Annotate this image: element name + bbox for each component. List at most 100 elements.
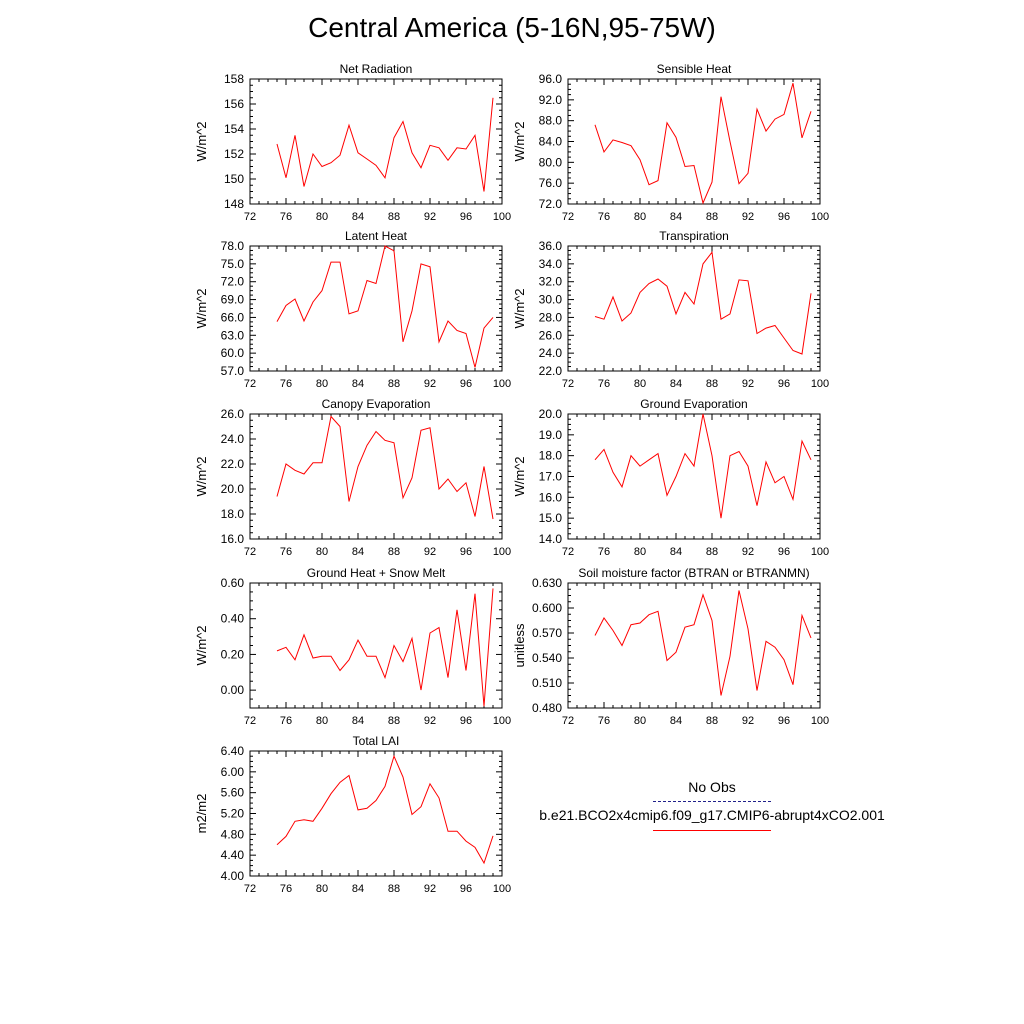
x-tick-label: 92 [424,211,436,223]
x-tick-label: 72 [244,211,256,223]
x-tick-label: 84 [352,378,364,390]
y-tick-label: 0.570 [532,626,562,640]
y-tick-label: 15.0 [539,511,563,525]
x-tick-label: 96 [778,378,790,390]
x-tick-label: 88 [388,378,400,390]
y-tick-label: 24.0 [539,346,563,360]
y-tick-label: 4.80 [221,827,245,841]
series-line-canopy-evaporation [276,415,494,520]
y-tick-label: 60.0 [221,346,245,360]
x-tick-label: 88 [388,715,400,727]
x-tick-label: 72 [562,715,574,727]
x-tick-label: 92 [424,546,436,558]
y-tick-label: 24.0 [221,432,245,446]
x-tick-label: 76 [280,546,292,558]
x-tick-label: 92 [742,211,754,223]
y-tick-label: 18.0 [221,507,245,521]
x-tick-label: 96 [778,211,790,223]
x-tick-label: 72 [244,883,256,895]
plot-frame [249,78,503,205]
y-tick-label: 76.0 [539,176,563,190]
x-tick-label: 76 [280,378,292,390]
series-line-soil-moisture-factor-btran-or-btranmn [594,590,812,696]
x-tick-label: 80 [316,546,328,558]
panel-title: Sensible Heat [657,62,732,76]
y-tick-label: 88.0 [539,114,563,128]
y-tick-label: 34.0 [539,257,563,271]
x-tick-label: 76 [598,546,610,558]
y-tick-label: 6.00 [221,765,245,779]
y-tick-label: 148 [224,197,244,211]
x-tick-label: 72 [562,211,574,223]
x-tick-label: 88 [706,378,718,390]
x-tick-label: 72 [562,378,574,390]
panel-title: Total LAI [353,734,400,748]
y-axis-label: W/m^2 [194,625,209,665]
x-tick-label: 100 [811,715,829,727]
y-tick-label: 32.0 [539,275,563,289]
x-tick-label: 92 [742,378,754,390]
panel-transpiration: Transpiration W/m^2 72 76 80 84 88 92 96 100 22.0 2… [512,229,829,390]
x-tick-label: 80 [634,211,646,223]
y-tick-label: 0.00 [221,683,245,697]
panel-title: Ground Evaporation [640,397,747,411]
y-axis-label: W/m^2 [194,121,209,161]
y-tick-label: 6.40 [221,744,245,758]
y-tick-label: 0.600 [532,601,562,615]
x-tick-label: 100 [811,378,829,390]
y-tick-label: 20.0 [221,482,245,496]
x-tick-label: 100 [493,546,511,558]
x-tick-label: 88 [706,211,718,223]
y-tick-label: 57.0 [221,364,245,378]
y-axis-label: W/m^2 [194,288,209,328]
y-tick-label: 26.0 [221,407,245,421]
y-tick-label: 36.0 [539,239,563,253]
x-tick-label: 96 [460,211,472,223]
x-tick-label: 88 [388,883,400,895]
y-tick-label: 5.20 [221,807,245,821]
x-tick-label: 96 [460,378,472,390]
y-tick-label: 28.0 [539,310,563,324]
y-tick-label: 0.510 [532,676,562,690]
x-tick-label: 72 [244,378,256,390]
x-tick-label: 80 [634,715,646,727]
x-tick-label: 76 [280,715,292,727]
x-tick-label: 76 [280,883,292,895]
y-tick-label: 0.540 [532,651,562,665]
x-tick-label: 80 [634,546,646,558]
y-tick-label: 14.0 [539,532,563,546]
y-tick-label: 22.0 [221,457,245,471]
x-tick-label: 84 [352,883,364,895]
panel-latent-heat: Latent Heat W/m^2 72 76 80 84 88 92 96 100 57.0 60.… [194,229,511,390]
series-line-ground-heat-snow-melt [276,588,494,707]
y-tick-label: 4.40 [221,848,245,862]
panel-title: Latent Heat [345,229,408,243]
x-tick-label: 80 [316,211,328,223]
y-tick-label: 0.480 [532,701,562,715]
x-tick-label: 92 [742,715,754,727]
legend-line-obs [653,801,771,802]
y-tick-label: 152 [224,147,244,161]
y-tick-label: 154 [224,122,244,136]
y-axis-label: W/m^2 [512,288,527,328]
y-tick-label: 158 [224,72,244,86]
x-tick-label: 76 [280,211,292,223]
x-tick-label: 100 [493,883,511,895]
x-tick-label: 100 [493,378,511,390]
legend-label-obs: No Obs [688,779,736,795]
x-tick-label: 96 [778,715,790,727]
y-tick-label: 20.0 [539,407,563,421]
x-tick-label: 88 [706,715,718,727]
y-tick-label: 78.0 [221,239,245,253]
plot-frame [249,750,503,877]
y-tick-label: 92.0 [539,93,563,107]
plot-frame [567,245,821,372]
y-tick-label: 75.0 [221,257,245,271]
x-tick-label: 100 [811,546,829,558]
y-tick-label: 0.630 [532,576,562,590]
y-tick-label: 80.0 [539,155,563,169]
y-axis-label: W/m^2 [512,456,527,496]
panel-title: Canopy Evaporation [322,397,431,411]
panel-title: Ground Heat + Snow Melt [307,566,446,580]
legend-line-model [653,830,771,831]
